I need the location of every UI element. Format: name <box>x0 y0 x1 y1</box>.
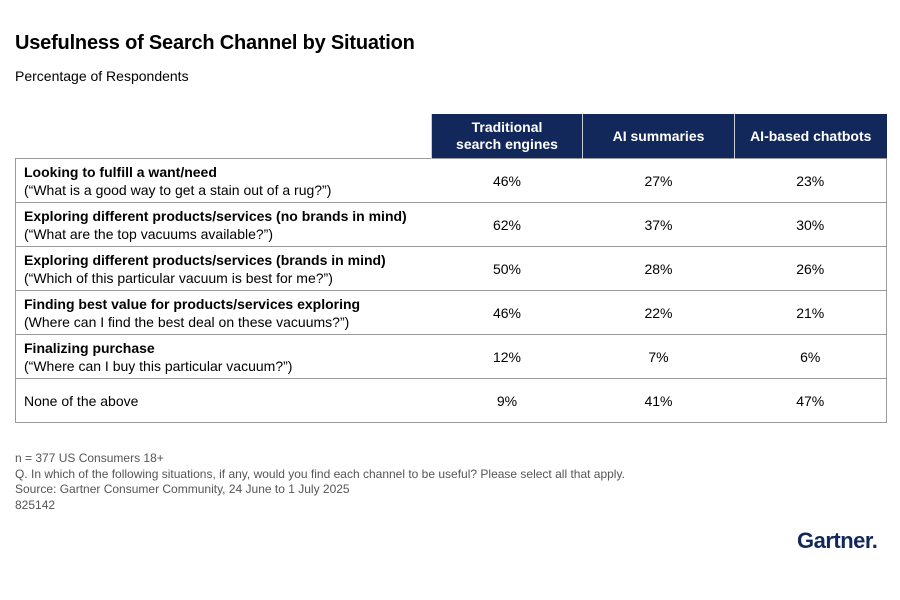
row-label: Exploring different products/services (n… <box>24 207 407 224</box>
table-row: None of the above 9% 41% 47% <box>15 378 887 423</box>
column-header: Traditional search engines <box>431 114 583 159</box>
row-label: Finding best value for products/services… <box>24 295 361 312</box>
value-cell: 7% <box>582 334 735 379</box>
value-cell: 12% <box>431 334 583 379</box>
value-cell: 6% <box>734 334 887 379</box>
row-example: (“What is a good way to get a stain out … <box>24 181 332 198</box>
value-cell: 21% <box>734 290 887 335</box>
value-cell: 30% <box>734 202 887 247</box>
source-note: Source: Gartner Consumer Community, 24 J… <box>15 482 350 496</box>
value-cell: 47% <box>734 378 887 423</box>
footnotes: n = 377 US Consumers 18+ Q. In which of … <box>15 451 625 513</box>
table-row: Exploring different products/services (b… <box>15 246 887 291</box>
table-row: Finalizing purchase (“Where can I buy thi… <box>15 334 887 379</box>
chart-subtitle: Percentage of Respondents <box>15 68 189 84</box>
gartner-logo: Gartner. <box>797 528 878 553</box>
column-header: AI-based chatbots <box>734 114 887 159</box>
row-label-cell: Finalizing purchase (“Where can I buy thi… <box>15 334 432 379</box>
value-cell: 41% <box>582 378 735 423</box>
sample-note: n = 377 US Consumers 18+ <box>15 451 164 465</box>
value-cell: 46% <box>431 290 583 335</box>
value-cell: 9% <box>431 378 583 423</box>
value-cell: 27% <box>582 158 735 203</box>
row-label-cell: None of the above <box>15 378 432 423</box>
row-label-cell: Looking to fulfill a want/need (“What is … <box>15 158 432 203</box>
id-note: 825142 <box>15 497 56 512</box>
row-example: (Where can I find the best deal on these… <box>24 313 350 330</box>
row-label: Exploring different products/services (b… <box>24 251 386 268</box>
value-cell: 22% <box>582 290 735 335</box>
header-row: Traditional search engines AI summaries … <box>15 114 887 159</box>
row-label-cell: Exploring different products/services (n… <box>15 202 432 247</box>
table-row: Looking to fulfill a want/need (“What is … <box>15 158 887 203</box>
value-cell: 26% <box>734 246 887 291</box>
column-header: AI summaries <box>582 114 735 159</box>
row-example: (“Which of this particular vacuum is bes… <box>24 269 333 286</box>
question-note: Q. In which of the following situations,… <box>15 466 625 481</box>
value-cell: 37% <box>582 202 735 247</box>
column-header-label: Traditional search engines <box>456 119 558 152</box>
chart-title: Usefulness of Search Channel by Situatio… <box>15 32 415 54</box>
row-label-cell: Exploring different products/services (b… <box>15 246 432 291</box>
row-label: Finalizing purchase <box>24 339 155 356</box>
row-example: (“Where can I buy this particular vacuum… <box>24 357 293 374</box>
row-label: Looking to fulfill a want/need <box>24 163 217 180</box>
row-label-cell: Finding best value for products/services… <box>15 290 432 335</box>
value-cell: 62% <box>431 202 583 247</box>
header-blank-cell <box>15 114 432 159</box>
table-row: Exploring different products/services (n… <box>15 202 887 247</box>
value-cell: 50% <box>431 246 583 291</box>
row-example: (“What are the top vacuums available?”) <box>24 225 273 242</box>
row-label: None of the above <box>24 392 139 409</box>
value-cell: 23% <box>734 158 887 203</box>
table-row: Finding best value for products/services… <box>15 290 887 335</box>
data-table: Traditional search engines AI summaries … <box>15 114 887 423</box>
value-cell: 46% <box>431 158 583 203</box>
value-cell: 28% <box>582 246 735 291</box>
